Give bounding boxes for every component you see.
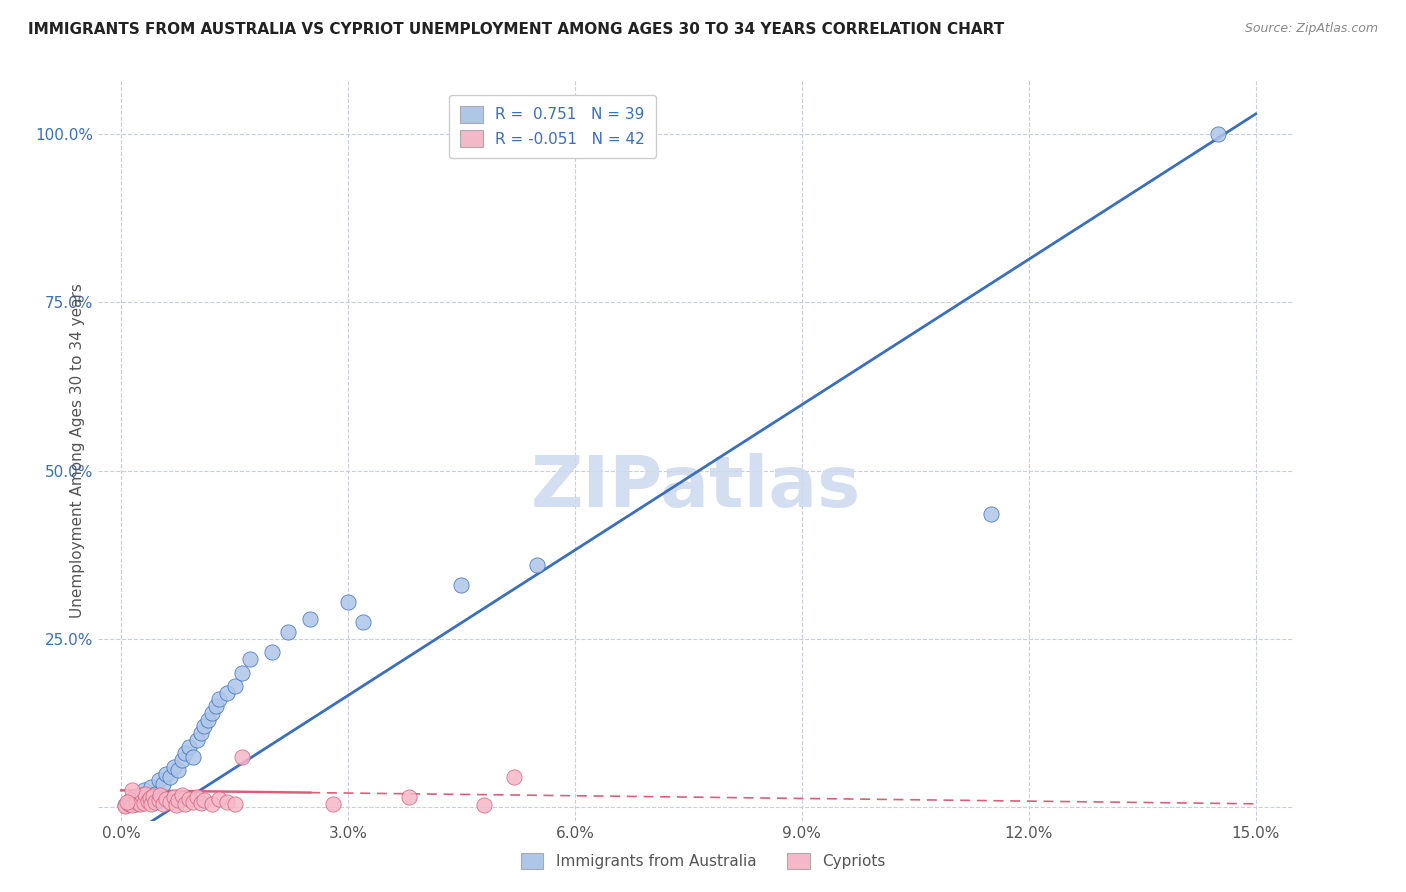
Point [165,798,187,813]
Point [155,792,177,806]
Point [121,783,143,797]
Point [276,625,298,640]
Point [114,798,136,813]
Point [208,692,231,706]
Point [170,753,193,767]
Point [174,797,197,811]
Point [186,790,208,805]
Point [186,732,208,747]
Point [239,652,262,666]
Point [181,749,204,764]
Point [450,578,472,592]
Point [215,795,238,809]
Point [120,793,142,807]
Legend: R =  0.751   N = 39, R = -0.051   N = 42: R = 0.751 N = 39, R = -0.051 N = 42 [450,95,655,158]
Point [159,770,181,784]
Point [124,790,146,805]
Point [179,792,201,806]
Point [141,780,163,794]
Point [142,789,165,804]
Point [1206,127,1229,141]
Text: IMMIGRANTS FROM AUSTRALIA VS CYPRIOT UNEMPLOYMENT AMONG AGES 30 TO 34 YEARS CORR: IMMIGRANTS FROM AUSTRALIA VS CYPRIOT UNE… [28,22,1004,37]
Point [118,795,141,809]
Point [127,792,149,806]
Point [231,749,253,764]
Point [980,508,1002,522]
Point [141,797,163,811]
Point [166,793,188,807]
Point [152,797,174,811]
Point [181,795,204,809]
Point [170,788,193,802]
Point [163,760,186,774]
Point [190,726,212,740]
Point [208,792,231,806]
Point [148,793,170,807]
Point [197,713,219,727]
Point [129,788,152,802]
Point [134,787,156,801]
Point [193,793,215,807]
Point [121,792,143,806]
Point [337,595,360,609]
Point [193,719,215,733]
Point [152,776,174,791]
Point [201,706,224,720]
Point [131,788,153,802]
Point [204,699,226,714]
Point [231,665,253,680]
Point [132,796,155,810]
Point [136,794,159,808]
Point [125,797,148,811]
Point [299,612,322,626]
Point [143,795,166,809]
Text: Source: ZipAtlas.com: Source: ZipAtlas.com [1244,22,1378,36]
Point [114,798,136,813]
Point [118,797,141,811]
Point [472,798,495,813]
Point [136,790,159,805]
Point [125,795,148,809]
Point [166,763,188,777]
Point [139,791,162,805]
Point [503,770,526,784]
Point [115,795,138,809]
Point [224,797,246,811]
Point [398,790,420,805]
Point [201,797,224,812]
Point [143,787,166,801]
Point [352,615,374,629]
Point [179,739,201,754]
Point [215,686,238,700]
Point [129,797,152,812]
Point [155,766,177,780]
Point [132,783,155,797]
Point [148,773,170,788]
Point [163,790,186,805]
Point [159,796,181,810]
Point [121,798,143,813]
Y-axis label: Unemployment Among Ages 30 to 34 years: Unemployment Among Ages 30 to 34 years [69,283,84,618]
Point [224,679,246,693]
Point [149,788,172,802]
Point [526,558,548,572]
Point [262,645,284,659]
Point [190,796,212,810]
Legend: Immigrants from Australia, Cypriots: Immigrants from Australia, Cypriots [515,847,891,875]
Text: ZIPatlas: ZIPatlas [531,453,860,522]
Point [174,747,197,761]
Point [322,797,344,811]
